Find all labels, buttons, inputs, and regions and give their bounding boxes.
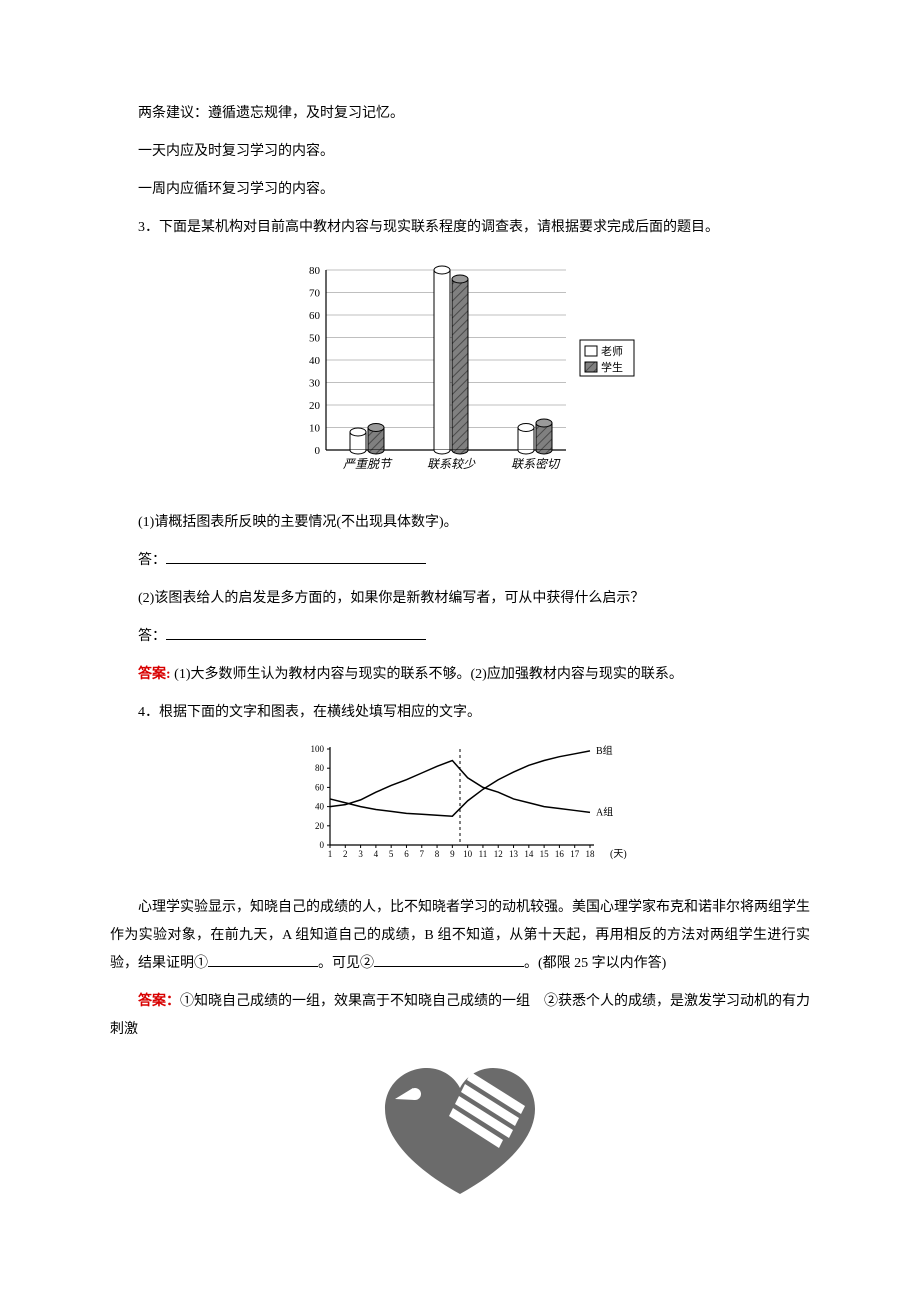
svg-text:3: 3 xyxy=(358,849,363,859)
para-suggestion-2: 一周内应循环复习学习的内容。 xyxy=(110,176,810,204)
svg-text:联系较少: 联系较少 xyxy=(427,457,476,471)
fill-blank-1 xyxy=(208,952,318,967)
logo-container xyxy=(110,1054,810,1209)
svg-text:严重脱节: 严重脱节 xyxy=(343,457,393,471)
svg-text:50: 50 xyxy=(309,333,321,345)
svg-text:老师: 老师 xyxy=(601,345,623,358)
svg-text:1: 1 xyxy=(328,849,333,859)
svg-text:7: 7 xyxy=(420,849,425,859)
svg-text:13: 13 xyxy=(509,849,519,859)
q4-body: 心理学实验显示，知晓自己的成绩的人，比不知晓者学习的动机较强。美国心理学家布克和… xyxy=(110,894,810,978)
svg-text:2: 2 xyxy=(343,849,348,859)
svg-text:0: 0 xyxy=(315,445,321,457)
svg-text:A组: A组 xyxy=(596,805,613,818)
fill-blank-2 xyxy=(374,952,524,967)
q3-answer-text: (1)大多数师生认为教材内容与现实的联系不够。(2)应加强教材内容与现实的联系。 xyxy=(174,667,683,682)
para-suggestion-1: 一天内应及时复习学习的内容。 xyxy=(110,138,810,166)
answer-prefix: 答： xyxy=(138,629,166,644)
bar-chart: 0 10 20 30 40 50 60 70 80 严重脱节 联系较少 联系密切 老师学生 xyxy=(280,252,640,492)
svg-text:5: 5 xyxy=(389,849,394,859)
q3-answer-line-2: 答： xyxy=(110,623,810,651)
svg-text:9: 9 xyxy=(450,849,455,859)
q4-body-c: 。(都限 25 字以内作答) xyxy=(524,956,666,971)
answer-blank xyxy=(166,625,426,640)
q4-intro: 4．根据下面的文字和图表，在横线处填写相应的文字。 xyxy=(110,699,810,727)
svg-text:40: 40 xyxy=(315,802,325,812)
svg-text:6: 6 xyxy=(404,849,409,859)
svg-text:60: 60 xyxy=(315,782,325,792)
svg-text:20: 20 xyxy=(315,821,325,831)
svg-text:100: 100 xyxy=(311,744,325,754)
q3-answer-line-1: 答： xyxy=(110,547,810,575)
svg-text:(天): (天) xyxy=(610,849,627,860)
page: 两条建议：遵循遗忘规律，及时复习记忆。 一天内应及时复习学习的内容。 一周内应循… xyxy=(0,0,920,1302)
q3-sub2: (2)该图表给人的启发是多方面的，如果你是新教材编写者，可从中获得什么启示？ xyxy=(110,585,810,613)
answer-prefix: 答： xyxy=(138,553,166,568)
svg-text:10: 10 xyxy=(463,849,473,859)
svg-text:0: 0 xyxy=(320,840,325,850)
heart-hand-logo-icon xyxy=(375,1054,545,1204)
svg-text:10: 10 xyxy=(309,423,321,435)
svg-text:70: 70 xyxy=(309,288,321,300)
q3-answer: 答案: (1)大多数师生认为教材内容与现实的联系不够。(2)应加强教材内容与现实… xyxy=(110,661,810,689)
svg-text:联系密切: 联系密切 xyxy=(511,457,561,471)
svg-text:80: 80 xyxy=(309,265,321,277)
q3-sub1: (1)请概括图表所反映的主要情况(不出现具体数字)。 xyxy=(110,509,810,537)
line-chart: 020406080100123456789101112131415161718(… xyxy=(290,737,630,877)
svg-text:8: 8 xyxy=(435,849,440,859)
q4-answer: 答案：①知晓自己成绩的一组，效果高于不知晓自己成绩的一组 ②获悉个人的成绩，是激… xyxy=(110,988,810,1044)
bar-chart-container: 0 10 20 30 40 50 60 70 80 严重脱节 联系较少 联系密切 老师学生 xyxy=(110,252,810,497)
answer-label: 答案: xyxy=(138,667,174,682)
para-suggestions-intro: 两条建议：遵循遗忘规律，及时复习记忆。 xyxy=(110,100,810,128)
svg-text:4: 4 xyxy=(374,849,379,859)
svg-text:60: 60 xyxy=(309,310,321,322)
svg-text:30: 30 xyxy=(309,378,321,390)
svg-text:12: 12 xyxy=(494,849,503,859)
line-chart-container: 020406080100123456789101112131415161718(… xyxy=(110,737,810,882)
q4-body-b: 。可见② xyxy=(318,956,374,971)
q4-answer-text: ①知晓自己成绩的一组，效果高于不知晓自己成绩的一组 ②获悉个人的成绩，是激发学习… xyxy=(110,994,810,1037)
svg-text:14: 14 xyxy=(524,849,534,859)
answer-blank xyxy=(166,549,426,564)
svg-text:40: 40 xyxy=(309,355,321,367)
svg-text:16: 16 xyxy=(555,849,565,859)
svg-text:15: 15 xyxy=(540,849,550,859)
q3-intro: 3．下面是某机构对目前高中教材内容与现实联系程度的调查表，请根据要求完成后面的题… xyxy=(110,214,810,242)
answer-label: 答案： xyxy=(138,994,180,1009)
svg-text:B组: B组 xyxy=(596,744,613,757)
svg-text:11: 11 xyxy=(479,849,488,859)
svg-text:18: 18 xyxy=(586,849,596,859)
svg-text:17: 17 xyxy=(570,849,580,859)
svg-text:学生: 学生 xyxy=(601,360,623,374)
svg-text:20: 20 xyxy=(309,400,321,412)
svg-text:80: 80 xyxy=(315,763,325,773)
